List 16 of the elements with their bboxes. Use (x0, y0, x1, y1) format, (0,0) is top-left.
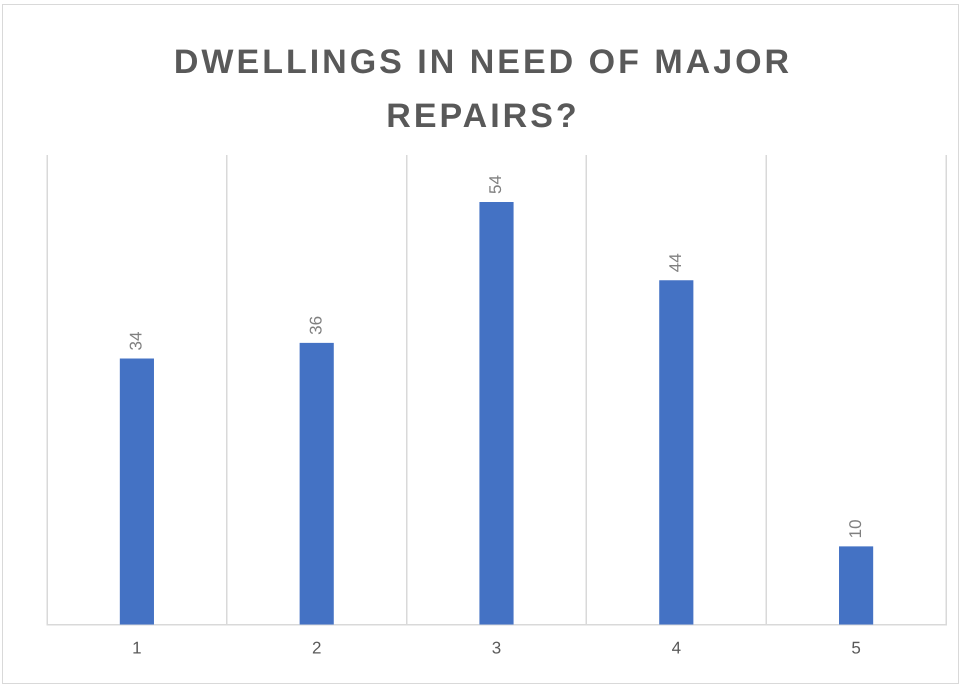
data-label: 36 (306, 316, 326, 335)
bar (839, 546, 874, 625)
bar (479, 202, 514, 625)
bar (300, 342, 334, 625)
data-label: 10 (846, 519, 865, 538)
x-tick-label: 1 (132, 638, 142, 658)
x-tick-label: 4 (672, 638, 682, 658)
chart-title: DWELLINGS IN NEED OF MAJOR REPAIRS? (172, 42, 794, 137)
x-tick-label: 5 (851, 638, 861, 658)
data-label: 44 (666, 253, 685, 272)
x-tick-label: 2 (312, 638, 322, 658)
data-label: 54 (486, 175, 506, 194)
bar (659, 280, 694, 625)
bar (120, 358, 154, 625)
x-tick-label: 3 (492, 638, 502, 658)
data-label: 34 (126, 332, 146, 350)
